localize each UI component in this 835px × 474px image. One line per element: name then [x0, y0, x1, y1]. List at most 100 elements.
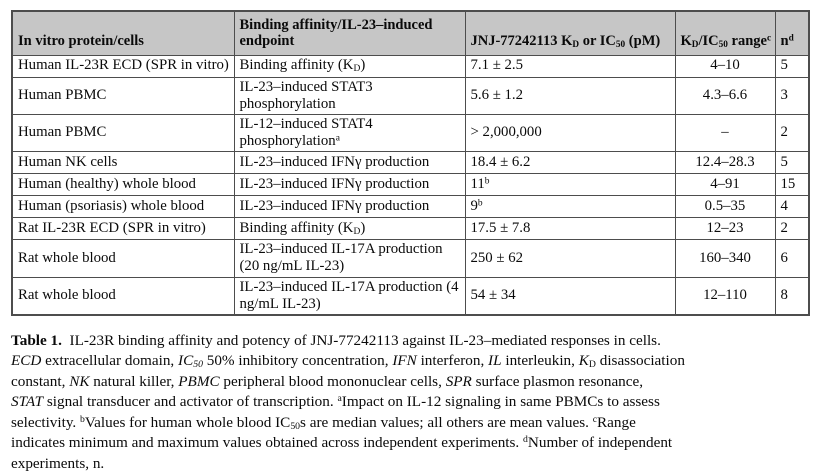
text-segment: 12–110 [703, 287, 747, 304]
cell-endpoint: IL-12–induced STAT4 phosphorylationa [233, 113, 466, 152]
cell-n: 5 [774, 54, 810, 78]
text-segment: D [691, 40, 699, 51]
text-segment: 50 [718, 40, 728, 51]
text-segment: NK [69, 372, 90, 390]
table-row: Human NK cells IL-23–induced IFNγ product… [11, 150, 810, 174]
text-segment: or IC [579, 33, 616, 50]
text-segment: 17.5 ± 7.8 [470, 219, 531, 236]
table-caption: Table 1. IL-23R binding affinity and pot… [11, 331, 829, 474]
cell-range: 4.3–6.6 [674, 76, 776, 115]
text-segment: interleukin, [501, 352, 579, 370]
cell-endpoint: Binding affinity (KD) [233, 216, 466, 240]
text-segment: a [335, 132, 340, 143]
table-row: Human PBMC IL-23–induced STAT3 phosphoryl… [11, 76, 810, 115]
text-segment: 0.5–35 [704, 197, 746, 214]
cell-kd: 250 ± 62 [464, 238, 676, 278]
text-segment: surface plasmon resonance, [471, 372, 644, 390]
text-segment: PBMC [178, 372, 220, 390]
text-segment: 54 ± 34 [470, 287, 516, 304]
cell-endpoint: IL-23–induced IFNγ production [233, 150, 466, 174]
text-segment: s are median values; all others are mean… [300, 413, 593, 431]
text-segment: a [337, 393, 342, 405]
text-segment: STAT [11, 393, 44, 411]
text-segment: n [780, 33, 789, 50]
column-header-n: nd [774, 10, 810, 56]
text-segment: disassociation [595, 352, 685, 370]
cell-range: – [674, 113, 776, 152]
cell-n: 3 [774, 76, 810, 115]
text-segment: IL-12–induced STAT4 phosphorylation [239, 115, 373, 149]
table-row: Rat IL-23R ECD (SPR in vitro) Binding aff… [11, 216, 810, 240]
text-segment: IFN [392, 352, 417, 370]
cell-protein: Rat whole blood [11, 276, 235, 316]
text-segment: IL-23R binding affinity and potency of J… [61, 332, 661, 350]
results-table: In vitro protein/cells Binding affinity/I… [11, 10, 810, 317]
cell-range: 12–23 [674, 216, 776, 240]
cell-kd: > 2,000,000 [464, 113, 676, 152]
cell-kd: 54 ± 34 [464, 276, 676, 316]
cell-protein: Human (psoriasis) whole blood [11, 194, 235, 218]
cell-kd: 17.5 ± 7.8 [464, 216, 676, 240]
cell-range: 4–10 [674, 54, 776, 78]
cell-range: 12.4–28.3 [674, 150, 776, 174]
table-row: Human PBMC IL-12–induced STAT4 phosphoryl… [11, 113, 810, 152]
cell-range: 0.5–35 [674, 194, 776, 218]
cell-endpoint: IL-23–induced IFNγ production [233, 194, 466, 218]
text-segment: 4 [780, 197, 788, 214]
text-segment: Binding affinity/IL-23–induced endpoint [239, 17, 433, 50]
cell-n: 2 [774, 113, 810, 152]
text-segment: Values for human whole blood IC [84, 413, 291, 431]
text-segment: ) [360, 57, 366, 74]
text-segment: 2 [780, 124, 788, 141]
text-segment: selectivity. [11, 413, 81, 431]
cell-protein: Human PBMC [11, 76, 235, 115]
cell-kd: 18.4 ± 6.2 [464, 150, 676, 174]
text-segment: /IC [698, 33, 719, 50]
text-segment: peripheral blood mononuclear cells, [219, 372, 446, 390]
column-header-protein: In vitro protein/cells [11, 10, 235, 56]
text-segment: In vitro protein/cells [18, 33, 144, 50]
text-segment: 250 ± 62 [470, 249, 524, 266]
cell-endpoint: IL-23–induced STAT3 phosphorylation [233, 76, 466, 115]
cell-protein: Human NK cells [11, 150, 235, 174]
cell-n: 4 [774, 194, 810, 218]
text-segment: 12–23 [706, 219, 744, 236]
text-segment: D [572, 40, 580, 51]
text-segment: D [353, 226, 361, 237]
cell-kd: 11b [464, 172, 676, 196]
text-segment: IL-23–induced STAT3 phosphorylation [239, 78, 373, 112]
cell-kd: 5.6 ± 1.2 [464, 76, 676, 115]
cell-kd: 9b [464, 194, 676, 218]
text-segment: K [680, 33, 692, 50]
text-segment: d [788, 33, 794, 44]
text-segment: Human IL-23R ECD (SPR in vitro) [18, 57, 229, 74]
text-segment: 50% inhibitory concentration, [202, 352, 393, 370]
text-segment: extracellular domain, [41, 352, 179, 370]
cell-n: 15 [774, 172, 810, 196]
text-segment: b [80, 413, 85, 425]
cell-range: 4–91 [674, 172, 776, 196]
text-segment: Human NK cells [18, 153, 118, 170]
text-segment: signal transducer and activator of trans… [43, 393, 338, 411]
text-segment: 18.4 ± 6.2 [470, 153, 531, 170]
text-segment: IL-23–induced IL-17A production (20 ng/m… [239, 241, 443, 275]
text-segment: ) [360, 219, 366, 236]
cell-n: 2 [774, 216, 810, 240]
text-segment: D [588, 359, 596, 371]
text-segment: IL-23–induced IL-17A production (4 ng/mL… [239, 278, 459, 312]
cell-protein: Human (healthy) whole blood [11, 172, 235, 196]
text-segment: 5 [780, 153, 788, 170]
text-segment: 50 [193, 359, 203, 371]
text-segment: Rat whole blood [18, 287, 116, 304]
cell-kd: 7.1 ± 2.5 [464, 54, 676, 78]
text-segment: 50 [615, 40, 626, 51]
text-segment: constant, [11, 372, 70, 390]
text-segment: interferon, [416, 352, 489, 370]
table-row: Human IL-23R ECD (SPR in vitro) Binding a… [11, 54, 810, 78]
text-segment: Human (healthy) whole blood [18, 175, 196, 192]
column-header-endpoint: Binding affinity/IL-23–induced endpoint [233, 10, 466, 56]
text-segment: natural killer, [89, 372, 179, 390]
cell-endpoint: IL-23–induced IL-17A production (4 ng/mL… [233, 276, 466, 316]
text-segment: experiments, n. [11, 454, 105, 472]
